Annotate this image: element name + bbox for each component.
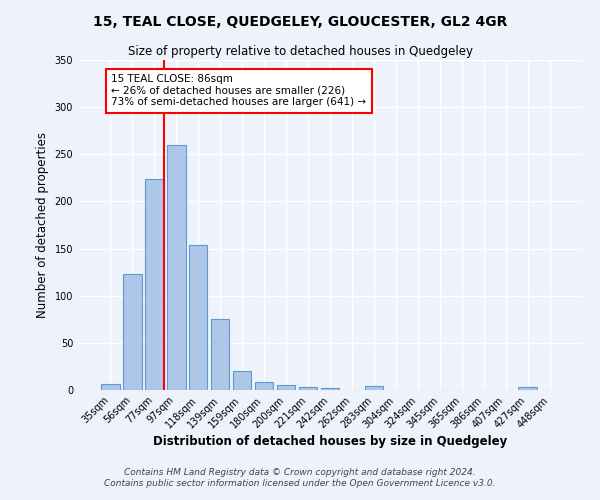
Bar <box>123 274 142 390</box>
Bar <box>101 384 119 390</box>
Bar <box>233 371 251 390</box>
Bar <box>277 386 295 390</box>
Text: Contains HM Land Registry data © Crown copyright and database right 2024.
Contai: Contains HM Land Registry data © Crown c… <box>104 468 496 487</box>
Y-axis label: Number of detached properties: Number of detached properties <box>36 132 49 318</box>
Text: 15 TEAL CLOSE: 86sqm
← 26% of detached houses are smaller (226)
73% of semi-deta: 15 TEAL CLOSE: 86sqm ← 26% of detached h… <box>112 74 367 108</box>
Bar <box>518 387 537 390</box>
Bar <box>211 320 229 390</box>
Bar <box>167 145 185 390</box>
Bar <box>255 382 274 390</box>
Bar <box>299 387 317 390</box>
Bar <box>189 245 208 390</box>
X-axis label: Distribution of detached houses by size in Quedgeley: Distribution of detached houses by size … <box>153 436 507 448</box>
Text: Size of property relative to detached houses in Quedgeley: Size of property relative to detached ho… <box>128 45 473 58</box>
Bar <box>320 388 340 390</box>
Bar <box>365 386 383 390</box>
Text: 15, TEAL CLOSE, QUEDGELEY, GLOUCESTER, GL2 4GR: 15, TEAL CLOSE, QUEDGELEY, GLOUCESTER, G… <box>93 15 507 29</box>
Bar <box>145 179 164 390</box>
